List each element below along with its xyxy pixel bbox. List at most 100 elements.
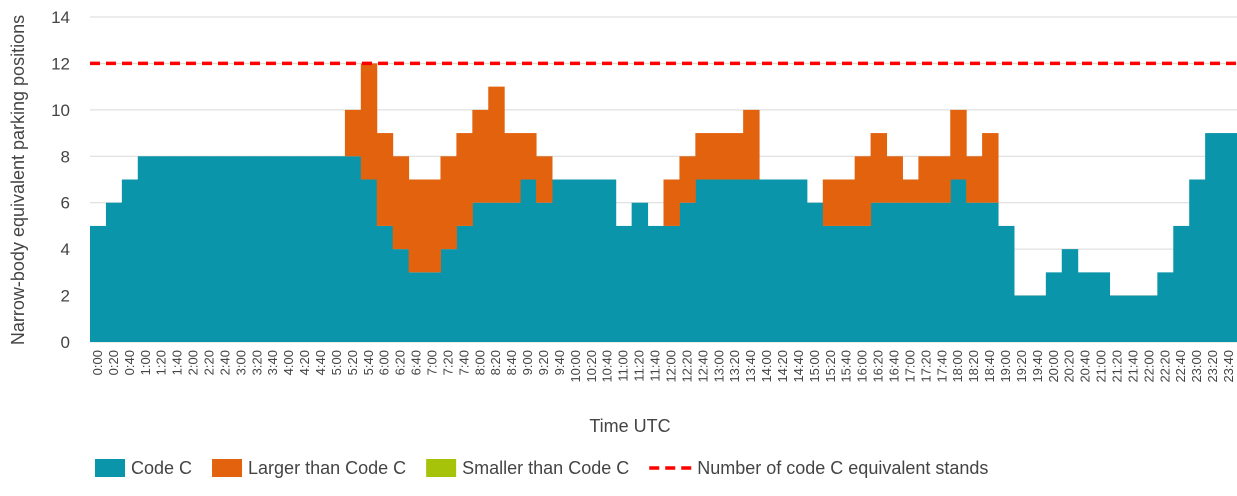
area-step: [902, 179, 919, 203]
x-tick-label: 2:20: [201, 350, 216, 375]
area-step: [1077, 272, 1095, 342]
x-tick-label: 9:40: [552, 350, 567, 375]
area-step: [472, 109, 489, 203]
area-step: [488, 202, 505, 342]
area-step: [727, 179, 744, 342]
area-step: [265, 156, 282, 342]
area-step: [615, 225, 633, 342]
area-step: [1109, 295, 1126, 342]
y-tick-label: 8: [61, 147, 70, 166]
area-step: [376, 133, 394, 226]
x-tick-label: 17:20: [918, 350, 933, 383]
x-tick-label: 7:00: [425, 350, 440, 375]
x-tick-label: 8:00: [472, 350, 487, 375]
x-tick-label: 21:00: [1094, 350, 1109, 383]
area-step: [233, 156, 250, 342]
area-step: [313, 156, 330, 342]
y-axis-title: Narrow-body equivalent parking positions: [8, 15, 28, 345]
area-step: [1141, 295, 1158, 342]
area-step: [90, 225, 107, 342]
area-step: [281, 156, 298, 342]
area-step: [1013, 295, 1031, 342]
area-step: [679, 156, 696, 203]
area-step: [918, 202, 935, 342]
x-tick-label: 10:20: [584, 350, 599, 383]
x-tick-label: 23:20: [1205, 350, 1220, 383]
x-tick-label: 14:00: [759, 350, 774, 383]
area-step: [488, 86, 505, 203]
area-step: [408, 179, 426, 273]
area-step: [918, 156, 935, 203]
y-tick-label: 4: [61, 240, 70, 259]
legend-label: Smaller than Code C: [462, 458, 629, 478]
area-step: [440, 249, 457, 342]
x-tick-label: 16:20: [871, 350, 886, 383]
area-step: [838, 225, 856, 342]
area-step: [472, 202, 489, 342]
area-step: [982, 202, 999, 342]
area-step: [854, 156, 872, 226]
x-tick-label: 16:00: [855, 350, 870, 383]
area-step: [822, 225, 840, 342]
area-step: [695, 179, 712, 342]
x-tick-label: 22:40: [1173, 350, 1188, 383]
legend-swatch: [426, 459, 457, 477]
x-tick-label: 13:20: [727, 350, 742, 383]
x-tick-label: 0:00: [90, 350, 105, 375]
area-step: [647, 225, 664, 342]
x-tick-label: 22:20: [1157, 350, 1172, 383]
area-step: [1221, 133, 1237, 342]
area-step: [711, 133, 728, 180]
x-tick-label: 4:00: [281, 350, 296, 375]
x-tick-label: 10:00: [568, 350, 583, 383]
area-step: [727, 133, 744, 180]
area-step: [408, 272, 426, 342]
area-step: [998, 225, 1015, 342]
area-step: [838, 179, 856, 226]
x-tick-label: 5:00: [329, 350, 344, 375]
x-tick-label: 21:40: [1125, 350, 1140, 383]
area-step: [520, 133, 537, 180]
area-step: [934, 202, 951, 342]
area-step: [934, 156, 951, 203]
area-step: [966, 202, 983, 342]
area-step: [344, 109, 362, 157]
x-tick-label: 1:40: [170, 350, 185, 375]
x-tick-label: 4:20: [297, 350, 312, 375]
area-step: [504, 202, 521, 342]
x-tick-label: 4:40: [313, 350, 328, 375]
x-tick-label: 13:00: [711, 350, 726, 383]
area-step: [711, 179, 728, 342]
x-tick-label: 7:20: [440, 350, 455, 375]
area-step: [806, 202, 824, 342]
x-tick-label: 21:20: [1110, 350, 1125, 383]
area-step: [950, 179, 967, 342]
area-step: [297, 156, 314, 342]
area-step: [456, 225, 473, 342]
x-tick-label: 16:40: [886, 350, 901, 383]
x-tick-label: 5:40: [361, 350, 376, 375]
area-step: [137, 156, 155, 342]
area-step: [328, 156, 346, 342]
area-step: [902, 202, 919, 342]
y-tick-label: 0: [61, 333, 70, 352]
area-step: [121, 179, 139, 342]
area-step: [392, 156, 410, 250]
x-tick-label: 2:00: [186, 350, 201, 375]
x-tick-label: 23:40: [1221, 350, 1236, 383]
y-tick-label: 12: [51, 54, 70, 73]
area-step: [599, 179, 617, 342]
area-step: [886, 202, 903, 342]
legend-swatch: [212, 459, 243, 477]
x-tick-label: 12:00: [663, 350, 678, 383]
area-step: [743, 179, 760, 342]
area-step: [392, 249, 410, 342]
x-tick-label: 5:20: [345, 350, 360, 375]
area-step: [169, 156, 187, 342]
area-step: [217, 156, 234, 342]
area-step: [344, 156, 362, 342]
area-step: [1205, 133, 1222, 342]
x-tick-label: 14:40: [791, 350, 806, 383]
x-tick-label: 15:00: [807, 350, 822, 383]
